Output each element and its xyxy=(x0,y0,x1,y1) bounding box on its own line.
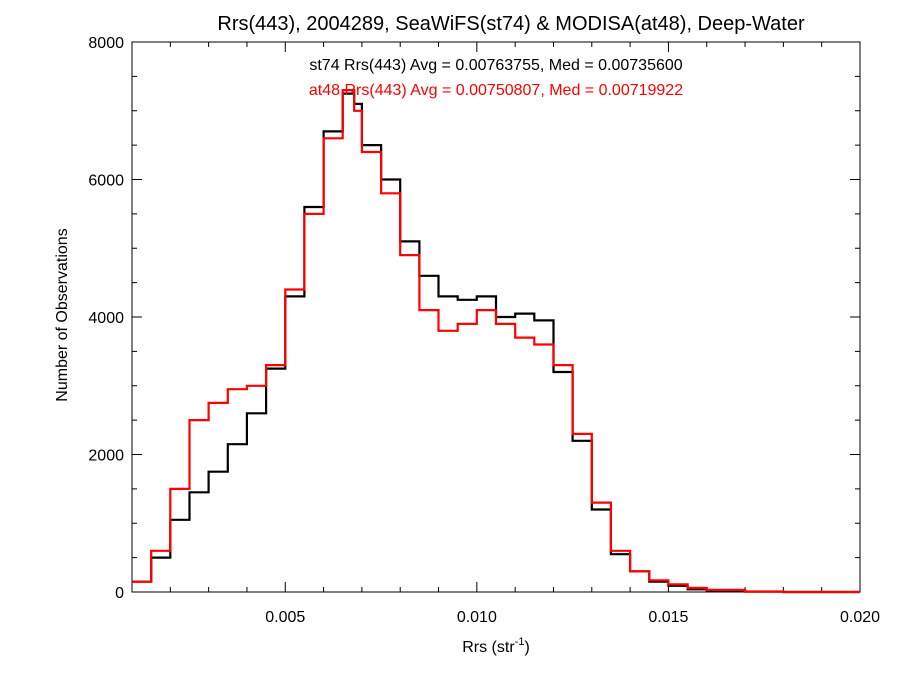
y-tick-label: 6000 xyxy=(88,173,124,190)
x-axis-title-superscript: -1 xyxy=(515,636,525,648)
y-tick-label: 0 xyxy=(115,585,124,602)
legend-entry-st74: st74 Rrs(443) Avg = 0.00763755, Med = 0.… xyxy=(309,57,682,74)
x-tick-label: 0.020 xyxy=(840,609,880,626)
x-tick-label: 0.005 xyxy=(265,609,305,626)
y-axis: 0 2000 4000 6000 8000 xyxy=(88,35,860,602)
y-tick-label: 2000 xyxy=(88,448,124,465)
x-axis-title-close: ) xyxy=(524,639,529,656)
y-axis-title: Number of Observations xyxy=(54,228,71,401)
y-tick-label: 8000 xyxy=(88,35,124,52)
y-tick-label: 4000 xyxy=(88,310,124,327)
x-tick-label: 0.015 xyxy=(648,609,688,626)
chart-title: Rrs(443), 2004289, SeaWiFS(st74) & MODIS… xyxy=(217,13,805,35)
x-axis-title: Rrs (str-1) xyxy=(462,636,530,656)
series-line-st74 xyxy=(132,92,860,594)
x-axis: 0.005 0.010 0.015 0.020 xyxy=(131,42,880,626)
legend-entry-at48: at48 Rrs(443) Avg = 0.00750807, Med = 0.… xyxy=(309,82,683,99)
x-tick-label: 0.010 xyxy=(457,609,497,626)
series-layer xyxy=(132,89,860,594)
series-line-at48 xyxy=(132,89,860,594)
x-axis-title-main: Rrs (str xyxy=(462,639,515,656)
